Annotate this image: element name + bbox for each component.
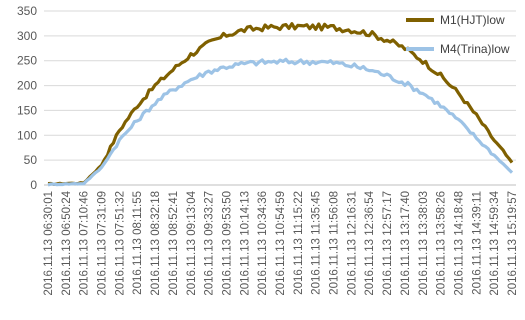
x-tick-label: 2016.11.13 14:59:34	[489, 190, 501, 295]
x-tick-label: 2016.11.13 07:51:32	[114, 191, 126, 296]
y-tick-label: 150	[17, 103, 37, 117]
y-tick-label: 100	[17, 128, 37, 142]
x-tick-label: 2016.11.13 08:32:18	[150, 191, 162, 296]
y-tick-labels: 0 50 100 150 200 250 300 350	[17, 4, 37, 192]
x-tick-label: 2016.11.13 06:30:01	[43, 191, 55, 296]
x-tick-label: 2016.11.13 07:10:46	[79, 191, 91, 296]
x-tick-label: 2016.11.13 11:56:08	[329, 191, 341, 295]
x-tick-label: 2016.11.13 07:31:09	[97, 191, 109, 296]
legend-label: M1(HJT)low	[440, 13, 505, 27]
y-tick-label: 350	[17, 4, 37, 18]
x-tick-label: 2016.11.13 10:34:36	[257, 191, 269, 296]
x-tick-label: 2016.11.13 14:39:11	[471, 191, 483, 295]
x-tick-label: 2016.11.13 11:35:45	[311, 191, 323, 295]
x-tick-label: 2016.11.13 15:19:57	[507, 191, 519, 296]
x-tick-label: 2016.11.13 11:15:22	[293, 191, 305, 295]
x-tick-label: 2016.11.13 08:52:41	[168, 191, 180, 296]
series-line-m4-trina	[47, 57, 514, 187]
x-tick-label: 2016.11.13 13:17:40	[400, 191, 412, 296]
y-tick-label: 50	[24, 153, 38, 167]
legend-label: M4(Trina)low	[440, 42, 510, 56]
x-tick-label: 2016.11.13 09:33:27	[204, 191, 216, 296]
x-tick-label: 2016.11.13 10:14:13	[239, 191, 251, 296]
x-tick-labels: 2016.11.13 06:30:01 2016.11.13 06:50:24 20…	[43, 190, 519, 295]
series-line-m1-hjt	[47, 22, 514, 186]
x-tick-label: 2016.11.13 13:58:26	[436, 191, 448, 296]
legend: M1(HJT)low M4(Trina)low	[406, 13, 510, 56]
x-tick-label: 2016.11.13 08:11:55	[132, 191, 144, 295]
y-tick-label: 0	[30, 178, 37, 192]
x-tick-label: 2016.11.13 09:13:04	[186, 190, 198, 295]
x-tick-label: 2016.11.13 10:54:59	[275, 191, 287, 296]
x-tick-label: 2016.11.13 12:16:31	[346, 191, 358, 296]
y-tick-label: 300	[17, 29, 37, 43]
x-tick-label: 2016.11.13 13:38:03	[418, 191, 430, 296]
x-tick-label: 2016.11.13 09:53:50	[221, 191, 233, 296]
y-tick-label: 200	[17, 79, 37, 93]
x-tick-label: 2016.11.13 06:50:24	[61, 190, 73, 295]
x-tick-label: 2016.11.13 14:18:48	[453, 191, 465, 296]
x-tick-label: 2016.11.13 12:36:54	[364, 190, 376, 295]
x-tick-label: 2016.11.13 12:57:17	[382, 191, 394, 296]
y-tick-label: 250	[17, 54, 37, 68]
series-lines	[47, 22, 514, 187]
